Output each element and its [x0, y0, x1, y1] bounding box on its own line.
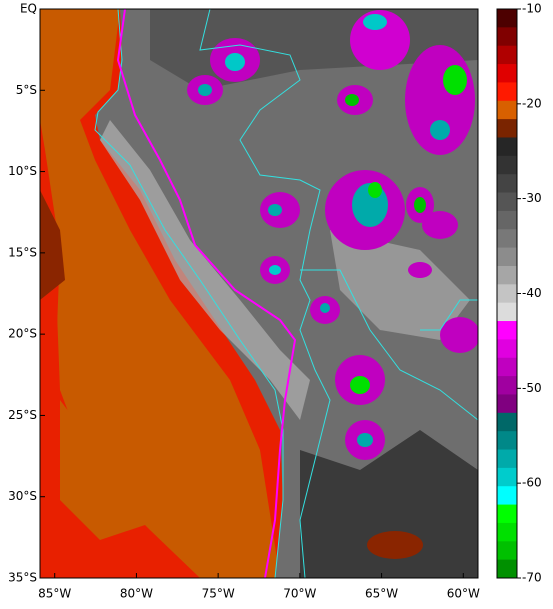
x-tick-label: 60°W: [447, 587, 480, 601]
colorbar-tick-label: -50: [522, 381, 542, 395]
colorbar-segment: [497, 174, 517, 194]
colorbar-tick-label: -20: [522, 96, 542, 110]
y-tick-label: 20°S: [8, 327, 37, 341]
colorbar-segment: [497, 64, 517, 83]
cloud-tops: [187, 10, 478, 460]
colorbar-tick-label: -70: [522, 571, 542, 585]
colorbar-segment: [497, 522, 517, 542]
colorbar-segment: [497, 45, 517, 65]
colorbar-segment: [497, 210, 517, 230]
y-tick-label: 25°S: [8, 408, 37, 422]
colorbar-segment: [497, 449, 517, 469]
colorbar-segment: [497, 431, 517, 451]
y-tick-label: 5°S: [16, 83, 37, 97]
colorbar-segment: [497, 467, 517, 487]
colorbar-segment: [497, 486, 517, 506]
colorbar-segment: [497, 82, 517, 102]
colorbar-segment: [497, 357, 517, 377]
colorbar-tick-label: -10: [522, 2, 542, 16]
colorbar-segment: [497, 265, 517, 285]
colorbar-segment: [497, 541, 517, 561]
colorbar-segment: [497, 100, 517, 120]
x-tick-label: 65°W: [365, 587, 398, 601]
colorbar-segment: [497, 504, 517, 524]
colorbar-segment: [497, 302, 517, 322]
y-tick-label: 10°S: [8, 164, 37, 178]
colorbar-segment: [497, 229, 517, 249]
colorbar-tick-label: -60: [522, 476, 542, 490]
colorbar-segment: [497, 247, 517, 267]
y-tick-label: 35°S: [8, 571, 37, 585]
y-tick-label: EQ: [20, 2, 37, 16]
colorbar-segment: [497, 376, 517, 395]
satellite-image: [40, 9, 478, 578]
colorbar: [497, 9, 517, 579]
y-tick-label: 15°S: [8, 245, 37, 259]
colorbar-segment: [497, 394, 517, 414]
x-tick-label: 75°W: [202, 587, 235, 601]
colorbar-segment: [497, 559, 517, 579]
colorbar-segment: [497, 321, 517, 340]
colorbar-segment: [497, 27, 517, 47]
colorbar-segment: [497, 155, 517, 175]
colorbar-segment: [497, 412, 517, 432]
y-tick-label: 30°S: [8, 489, 37, 503]
colorbar-segment: [497, 9, 517, 28]
colorbar-segment: [497, 284, 517, 304]
colorbar-segment: [497, 137, 517, 157]
colorbar-segment: [497, 119, 517, 138]
map-frame: [39, 8, 479, 579]
colorbar-segment: [497, 339, 517, 359]
x-tick-label: 85°W: [38, 587, 71, 601]
x-tick-label: 80°W: [120, 587, 153, 601]
colorbar-tick-label: -30: [522, 191, 542, 205]
colorbar-tick-label: -40: [522, 286, 542, 300]
x-tick-label: 70°W: [283, 587, 316, 601]
colorbar-segment: [497, 192, 517, 212]
